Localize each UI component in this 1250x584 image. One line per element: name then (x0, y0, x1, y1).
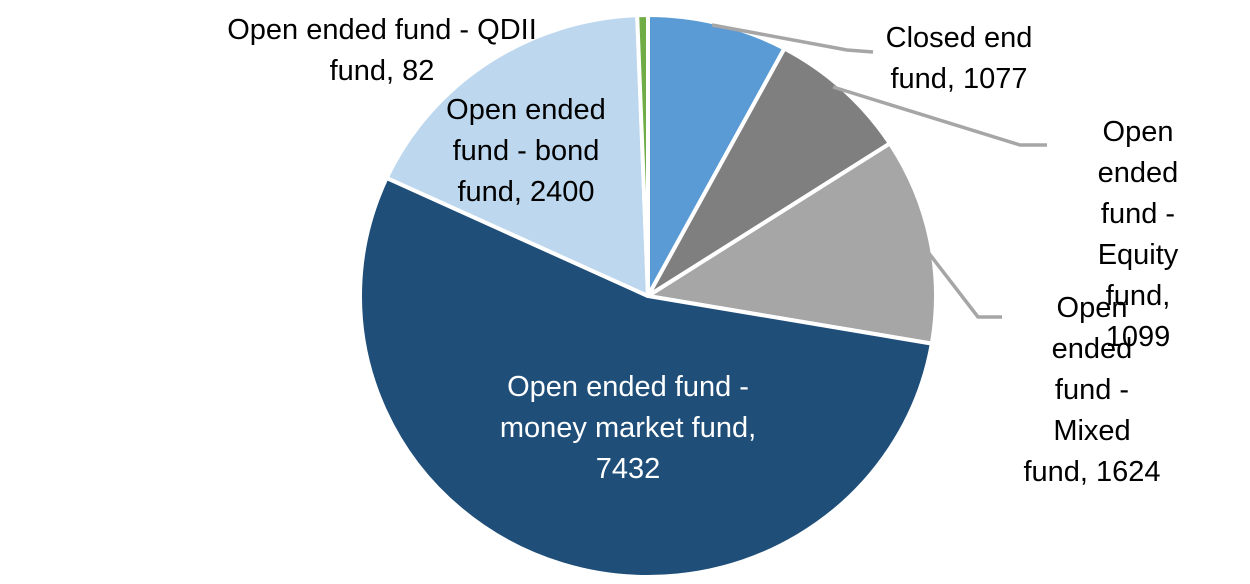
data-label-mixed-fund: Open ended fund - Mixed fund, 1624 (1023, 292, 1161, 488)
leader-lines (711, 23, 1047, 319)
data-label-bond-fund: Open ended fund - bond fund, 2400 (446, 94, 606, 208)
pie-slice-open-ended-fund-bond-fund (384, 13, 650, 298)
data-label-equity-fund: Open ended fund - Equity fund, 1099 (1097, 116, 1179, 353)
pie-slice-open-ended-fund-mixed-fund (646, 141, 938, 346)
data-label-closed-end-fund: Closed end fund, 1077 (885, 22, 1033, 95)
data-label-money-market-fund: Open ended fund - money market fund, 743… (499, 371, 757, 485)
pie-slices (358, 13, 938, 579)
pie-slice-open-ended-fund-money-market-fund (358, 175, 934, 579)
leader-line-equity-fund (832, 85, 1047, 147)
data-label-qdii-fund: Open ended fund - QDII fund, 82 (227, 14, 537, 87)
leader-line-mixed-fund (919, 241, 1002, 319)
pie-slice-open-ended-fund-qdii-fund (635, 13, 650, 298)
leader-line-closed-end-fund (711, 23, 874, 54)
pie-slice-closed-end-fund (646, 13, 787, 298)
